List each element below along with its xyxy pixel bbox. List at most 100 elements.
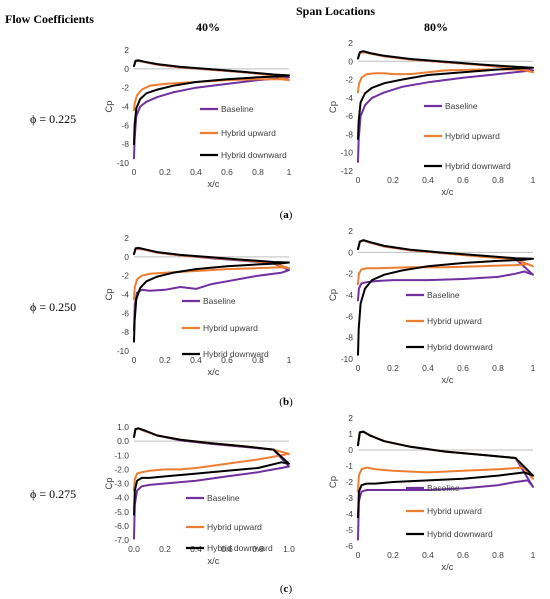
x-tick-label: 0.8 bbox=[492, 363, 504, 373]
legend-label: Hybrid downward bbox=[427, 342, 493, 352]
x-axis-label: x/c bbox=[441, 375, 453, 386]
y-tick-label: -2 bbox=[121, 271, 129, 281]
y-tick-label: 0 bbox=[124, 252, 129, 262]
x-axis-label: x/c bbox=[207, 367, 219, 378]
x-tick-label: 0 bbox=[356, 550, 361, 560]
y-tick-label: -4 bbox=[345, 509, 353, 519]
y-tick-label: -10 bbox=[341, 354, 354, 364]
legend-label: Baseline bbox=[445, 101, 478, 111]
x-tick-label: 1 bbox=[531, 175, 536, 185]
row-label-phi-0225: ϕ = 0.225 bbox=[30, 112, 77, 126]
legend-label: Hybrid upward bbox=[203, 323, 258, 333]
x-tick-label: 0.2 bbox=[387, 550, 399, 560]
y-tick-label: -4 bbox=[345, 93, 353, 103]
y-tick-label: -8 bbox=[345, 333, 353, 343]
y-tick-label: -4 bbox=[121, 290, 129, 300]
series-line bbox=[133, 427, 290, 516]
x-tick-label: 0.2 bbox=[159, 544, 171, 554]
y-tick-label: -12 bbox=[341, 166, 354, 176]
y-axis-label: Cp bbox=[328, 289, 339, 301]
x-tick-label: 0.4 bbox=[190, 167, 202, 177]
y-tick-label: -6 bbox=[345, 311, 353, 321]
y-tick-label: 0 bbox=[348, 445, 353, 455]
y-tick-label: 2 bbox=[348, 226, 353, 236]
y-tick-label: -1 bbox=[345, 461, 353, 471]
caption-a: (a) bbox=[279, 209, 293, 221]
x-tick-label: 0.4 bbox=[422, 175, 434, 185]
series-line bbox=[357, 50, 534, 140]
y-tick-label: 0.0 bbox=[117, 436, 129, 446]
cp-chart-phi-0225-span-80: -12 -10 -8 -6 -4 -2 0 2 0 0.2 0.4 0.6 0.8 1 x/c Cp Basel… bbox=[328, 38, 536, 198]
series-line bbox=[357, 239, 534, 286]
x-axis-label: x/c bbox=[441, 187, 453, 198]
x-tick-label: 0.6 bbox=[221, 544, 233, 554]
y-tick-label: 0 bbox=[124, 64, 129, 74]
y-axis-label: Cp bbox=[104, 100, 115, 112]
y-tick-label: -10 bbox=[341, 148, 354, 158]
legend-label: Hybrid upward bbox=[207, 522, 262, 532]
x-tick-label: 1 bbox=[531, 550, 536, 560]
y-tick-label: -5.0 bbox=[114, 507, 129, 517]
legend-label: Hybrid upward bbox=[221, 128, 276, 138]
x-tick-label: 0.8 bbox=[492, 175, 504, 185]
x-axis-label: x/c bbox=[207, 179, 219, 190]
x-tick-label: 0.6 bbox=[457, 550, 469, 560]
cp-chart-phi-0250-span-80: -10 -8 -6 -4 -2 0 2 0 0.2 0.4 0.6 0.8 1 x/c Cp Baseline… bbox=[328, 226, 536, 386]
x-tick-label: 0.2 bbox=[159, 167, 171, 177]
legend-label: Hybrid downward bbox=[207, 543, 273, 553]
y-tick-label: -3 bbox=[345, 493, 353, 503]
legend-label: Baseline bbox=[427, 483, 460, 493]
y-tick-label: 1 bbox=[348, 429, 353, 439]
legend-label: Baseline bbox=[427, 290, 460, 300]
x-tick-label: 0.8 bbox=[252, 167, 264, 177]
x-tick-label: 0.8 bbox=[492, 550, 504, 560]
y-tick-label: -1.0 bbox=[114, 450, 129, 460]
x-axis-label: x/c bbox=[207, 556, 219, 567]
y-tick-label: 2 bbox=[348, 38, 353, 48]
x-tick-label: 0 bbox=[132, 167, 137, 177]
y-axis-label: Cp bbox=[104, 288, 115, 300]
y-tick-label: -4 bbox=[121, 102, 129, 112]
cp-chart-phi-0250-span-40: -10 -8 -6 -4 -2 0 2 0 0.2 0.4 0.6 0.8 1 x/c Cp Baseline… bbox=[104, 233, 292, 378]
span-locations-header: Span Locations bbox=[296, 4, 376, 18]
x-tick-label: 1 bbox=[287, 167, 292, 177]
y-axis-label: Cp bbox=[104, 477, 115, 489]
cp-chart-phi-0225-span-40: -10 -8 -6 -4 -2 0 2 0 0.2 0.4 0.6 0.8 1 x/c Cp Baseline… bbox=[104, 45, 292, 190]
series-line bbox=[357, 430, 534, 519]
y-tick-label: 0 bbox=[348, 247, 353, 257]
y-tick-label: -6.0 bbox=[114, 521, 129, 531]
x-tick-label: 0.6 bbox=[221, 355, 233, 365]
x-tick-label: 0.2 bbox=[159, 355, 171, 365]
y-tick-label: 2 bbox=[124, 45, 129, 55]
caption-b: (b) bbox=[279, 396, 293, 408]
y-tick-label: -6 bbox=[121, 308, 129, 318]
y-tick-label: -2.0 bbox=[114, 464, 129, 474]
y-tick-label: -6 bbox=[345, 541, 353, 551]
x-tick-label: 1 bbox=[287, 355, 292, 365]
cp-chart-phi-0275-span-40: -7.0 -6.0 -5.0 -4.0 -3.0 -2.0 -1.0 0.0 1.0 0.0 0.2… bbox=[104, 422, 295, 567]
row-label-phi-0250: ϕ = 0.250 bbox=[30, 300, 77, 314]
y-tick-label: 2 bbox=[124, 233, 129, 243]
y-tick-label: -8 bbox=[345, 129, 353, 139]
y-tick-label: 1.0 bbox=[117, 422, 129, 432]
y-tick-label: -5 bbox=[345, 525, 353, 535]
y-tick-label: 2 bbox=[348, 413, 353, 423]
y-tick-label: -2 bbox=[121, 83, 129, 93]
y-tick-label: -10 bbox=[117, 346, 130, 356]
y-tick-label: -8 bbox=[121, 327, 129, 337]
x-tick-label: 0.2 bbox=[387, 175, 399, 185]
x-tick-label: 0.4 bbox=[422, 550, 434, 560]
y-tick-label: -4.0 bbox=[114, 493, 129, 503]
cp-chart-phi-0275-span-80: -6 -5 -4 -3 -2 -1 0 1 2 0 0.2 0.4 0.6 0.8 1 x/c Cp Baseli… bbox=[328, 413, 536, 573]
y-tick-label: -6 bbox=[121, 120, 129, 130]
x-axis-label: x/c bbox=[441, 562, 453, 573]
x-tick-label: 0.8 bbox=[252, 355, 264, 365]
x-tick-label: 0.6 bbox=[457, 175, 469, 185]
caption-c: (c) bbox=[279, 583, 293, 595]
x-tick-label: 0.2 bbox=[387, 363, 399, 373]
series-line bbox=[133, 59, 290, 146]
y-tick-label: -10 bbox=[117, 158, 130, 168]
x-tick-label: 1 bbox=[531, 363, 536, 373]
column-label-40: 40% bbox=[196, 20, 220, 34]
legend-label: Baseline bbox=[207, 493, 240, 503]
